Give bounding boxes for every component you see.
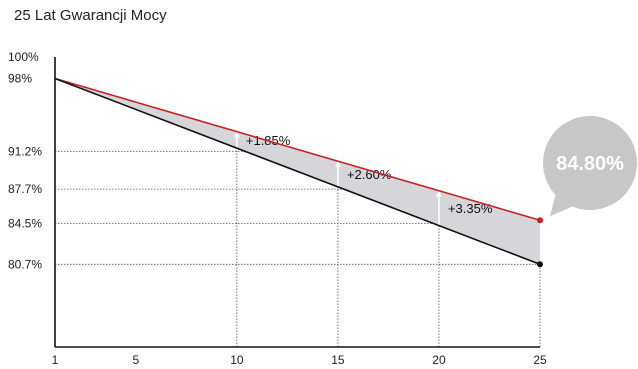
y-tick-label-5: 80.7% xyxy=(8,257,42,271)
series-line-0 xyxy=(54,77,541,222)
gain-arrowhead-2 xyxy=(435,190,442,197)
gain-label-1: +2.60% xyxy=(347,167,392,182)
series-line-1 xyxy=(54,77,541,266)
series-endpoint-1 xyxy=(537,261,543,268)
chart-title: 25 Lat Gwarancji Mocy xyxy=(14,7,167,24)
callout-value: 84.80% xyxy=(556,153,624,175)
x-tick-label-0: 1 xyxy=(52,353,59,367)
x-tick-label-3: 15 xyxy=(331,353,345,367)
y-tick-label-2: 91.2% xyxy=(8,145,42,159)
x-tick-label-4: 20 xyxy=(432,353,446,367)
gain-label-2: +3.35% xyxy=(448,201,493,216)
y-tick-label-1: 98% xyxy=(8,71,32,85)
callout-bubble xyxy=(543,116,637,210)
y-tick-label-4: 84.5% xyxy=(8,216,42,230)
gain-arrowhead-0 xyxy=(233,131,240,138)
y-tick-label-0: 100% xyxy=(8,50,39,64)
series-endpoint-0 xyxy=(537,217,543,224)
x-tick-label-2: 10 xyxy=(230,353,244,367)
gain-arrowhead-1 xyxy=(334,161,341,168)
x-tick-label-1: 5 xyxy=(132,353,139,367)
callout-pointer xyxy=(550,193,576,217)
x-tick-label-5: 25 xyxy=(533,353,547,367)
y-tick-label-3: 87.7% xyxy=(8,182,42,196)
